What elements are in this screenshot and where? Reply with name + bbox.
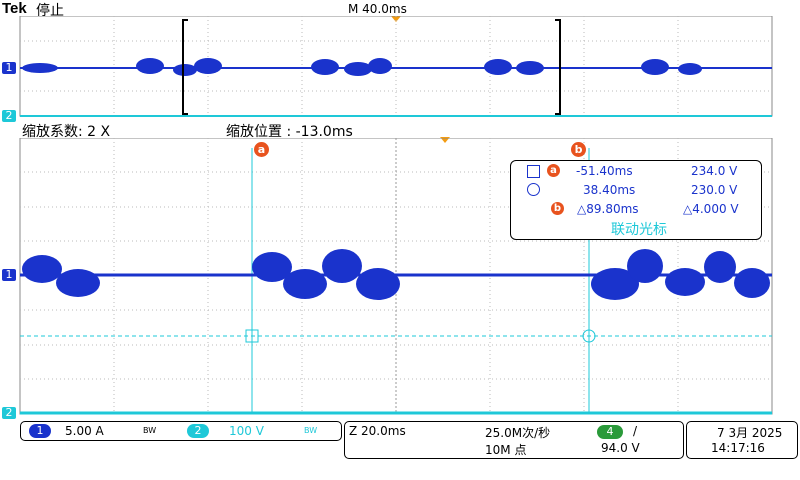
zoom-position: 缩放位置 : -13.0ms	[226, 124, 353, 140]
timebase-readout: M 40.0ms	[348, 2, 407, 16]
cursor-b-time: 38.40ms	[583, 183, 636, 197]
ch2-overview-marker[interactable]: 2	[2, 110, 16, 122]
cursor-readout-panel: a -51.40ms 234.0 V 38.40ms 230.0 V b △89…	[510, 160, 762, 240]
cursor-b-tag[interactable]: b	[571, 142, 586, 157]
trigger-position-icon	[391, 16, 401, 22]
record-length: 10M 点	[485, 443, 527, 457]
ch1-scale[interactable]: 5.00 A	[65, 424, 104, 438]
delta-value: △4.000 V	[683, 202, 739, 216]
trigger-level[interactable]: 94.0 V	[601, 441, 640, 455]
sample-rate: 25.0M次/秒	[485, 426, 551, 440]
cursor-b-badge: b	[551, 202, 564, 215]
ch1-bw-limit: BW	[143, 426, 157, 435]
cursor-a-value: 234.0 V	[691, 164, 738, 178]
cursor-a-time: -51.40ms	[576, 164, 633, 178]
zoom-timebase[interactable]: Z 20.0ms	[349, 424, 406, 438]
overview-graticule[interactable]	[0, 16, 800, 122]
channel-scale-bar: 1 5.00 A BW 2 100 V BW	[20, 421, 342, 441]
time-readout: 14:17:16	[711, 441, 765, 455]
trigger-slope-icon[interactable]: /	[633, 424, 638, 438]
acquisition-state: 停止	[36, 3, 64, 19]
acquisition-status-box: Z 20.0ms 25.0M次/秒 10M 点 4 / 94.0 V	[344, 421, 684, 459]
main-graticule[interactable]	[0, 138, 800, 420]
trigger-channel-badge[interactable]: 4	[597, 425, 623, 439]
delta-time: △89.80ms	[577, 202, 639, 216]
ch2-scale[interactable]: 100 V	[229, 424, 264, 438]
datetime-box: 7 3月 2025 14:17:16	[686, 421, 798, 459]
ch1-main-marker[interactable]: 1	[2, 269, 16, 281]
cursor-b-value: 230.0 V	[691, 183, 738, 197]
ch1-overview-marker[interactable]: 1	[2, 62, 16, 74]
date-readout: 7 3月 2025	[717, 426, 783, 440]
cursor-a-handle	[245, 329, 259, 343]
zoom-bracket-left	[182, 19, 188, 115]
cursor-b-circle-icon	[527, 183, 540, 196]
brand-logo: Tek	[2, 0, 27, 17]
ch2-badge[interactable]: 2	[187, 424, 209, 438]
ch2-bw-limit: BW	[304, 426, 318, 435]
overview-waveform	[22, 58, 702, 76]
zoom-factor: 缩放系数: 2 X	[22, 124, 111, 140]
cursor-a-tag[interactable]: a	[254, 142, 269, 157]
cursor-b-handle	[582, 329, 596, 343]
ch1-badge[interactable]: 1	[29, 424, 51, 438]
ch1-waveform	[22, 249, 770, 300]
cursor-a-badge: a	[547, 164, 560, 177]
cursor-a-square-icon	[527, 165, 540, 178]
linked-cursors-label[interactable]: 联动光标	[611, 222, 667, 238]
ch2-main-marker[interactable]: 2	[2, 407, 16, 419]
zoom-bracket-right	[555, 19, 561, 115]
zoom-trigger-icon	[440, 137, 450, 143]
